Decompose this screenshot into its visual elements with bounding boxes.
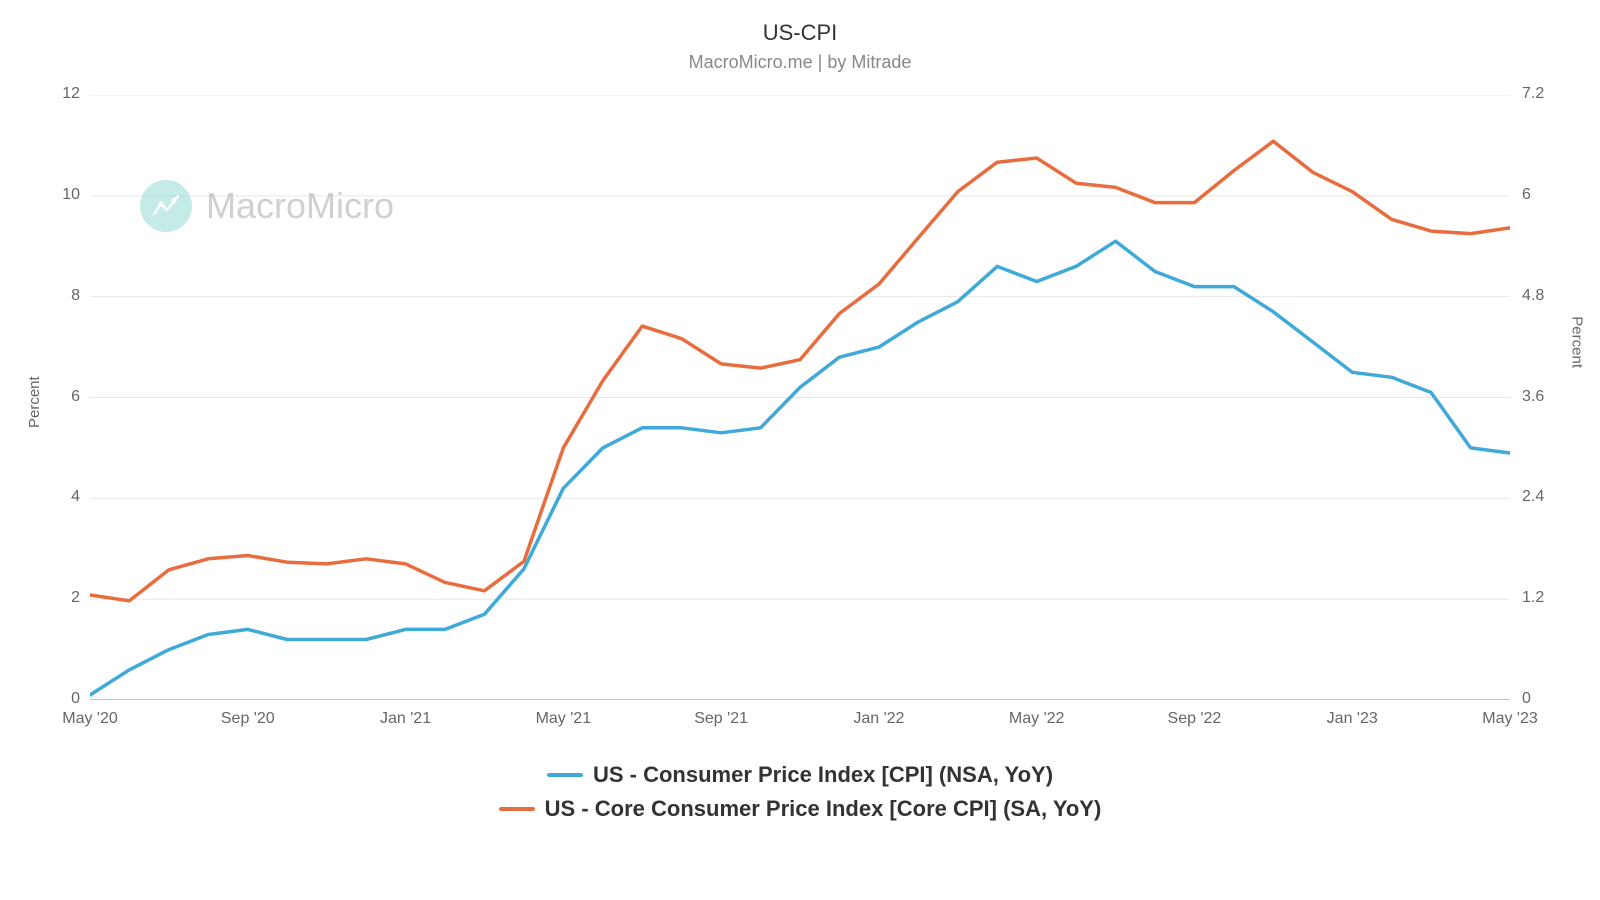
y-left-tick-label: 8 xyxy=(40,287,80,305)
y-left-tick-label: 12 xyxy=(40,85,80,103)
chart-title: US-CPI xyxy=(0,20,1600,46)
series-line-0 xyxy=(90,241,1510,695)
legend-swatch-icon xyxy=(499,807,535,811)
y-right-tick-label: 0 xyxy=(1522,690,1562,708)
y-left-tick-label: 10 xyxy=(40,186,80,204)
y-left-axis-label: Percent xyxy=(26,376,43,428)
y-right-tick-label: 7.2 xyxy=(1522,85,1562,103)
watermark-logo-icon xyxy=(140,180,192,232)
y-left-tick-label: 2 xyxy=(40,589,80,607)
legend-swatch-icon xyxy=(547,773,583,777)
y-right-tick-label: 6 xyxy=(1522,186,1562,204)
x-tick-label: May '23 xyxy=(1482,710,1538,728)
x-tick-label: Sep '20 xyxy=(221,710,275,728)
y-right-tick-label: 3.6 xyxy=(1522,388,1562,406)
legend-item-1: US - Core Consumer Price Index [Core CPI… xyxy=(499,796,1102,822)
x-tick-label: Jan '23 xyxy=(1327,710,1378,728)
y-right-tick-label: 4.8 xyxy=(1522,287,1562,305)
legend-row-2: US - Core Consumer Price Index [Core CPI… xyxy=(0,796,1600,822)
legend-row-1: US - Consumer Price Index [CPI] (NSA, Yo… xyxy=(0,762,1600,788)
y-right-tick-label: 1.2 xyxy=(1522,589,1562,607)
x-tick-label: May '22 xyxy=(1009,710,1065,728)
y-right-tick-label: 2.4 xyxy=(1522,488,1562,506)
legend-label: US - Core Consumer Price Index [Core CPI… xyxy=(545,796,1102,822)
x-tick-label: Sep '22 xyxy=(1168,710,1222,728)
watermark: MacroMicro xyxy=(140,180,394,232)
x-tick-label: Sep '21 xyxy=(694,710,748,728)
legend-item-0: US - Consumer Price Index [CPI] (NSA, Yo… xyxy=(547,762,1053,788)
y-left-tick-label: 0 xyxy=(40,690,80,708)
watermark-text: MacroMicro xyxy=(206,185,394,227)
legend-label: US - Consumer Price Index [CPI] (NSA, Yo… xyxy=(593,762,1053,788)
y-right-axis-label: Percent xyxy=(1569,316,1586,368)
x-tick-label: Jan '21 xyxy=(380,710,431,728)
chart-subtitle: MacroMicro.me | by Mitrade xyxy=(0,52,1600,73)
y-left-tick-label: 6 xyxy=(40,388,80,406)
x-tick-label: May '20 xyxy=(62,710,118,728)
x-tick-label: May '21 xyxy=(536,710,592,728)
x-tick-label: Jan '22 xyxy=(853,710,904,728)
y-left-tick-label: 4 xyxy=(40,488,80,506)
cpi-chart: US-CPI MacroMicro.me | by Mitrade May '20 S… xyxy=(0,0,1600,900)
